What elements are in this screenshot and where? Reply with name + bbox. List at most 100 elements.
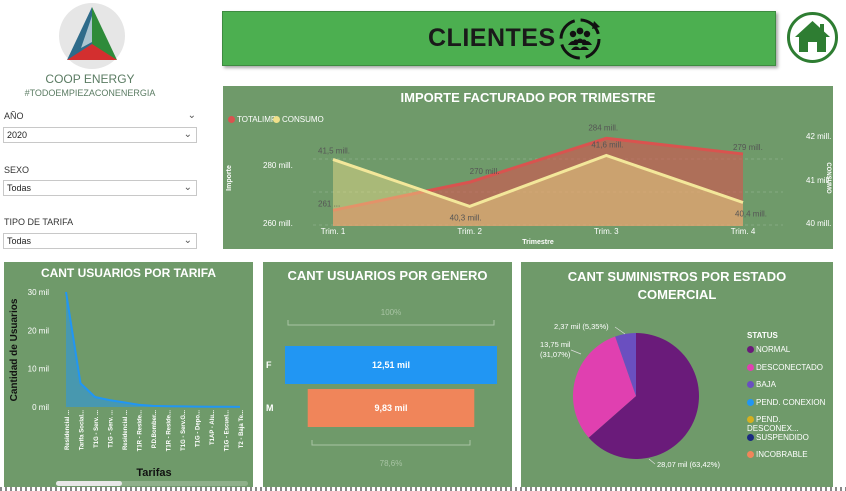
home-button[interactable]: [786, 11, 839, 64]
totalimp-data-label: 261 ...: [318, 199, 340, 208]
legend-label: DESCONECTADO: [756, 362, 823, 372]
x-tick-label: Trim. 4: [731, 227, 756, 236]
brand-name: COOP ENERGY: [45, 72, 135, 86]
tarifa-area: [66, 292, 240, 407]
legend-label: BAJA: [756, 380, 777, 389]
gender-category-label: F: [266, 360, 272, 370]
page-title: CLIENTES: [428, 24, 556, 52]
pie-leader-line: [570, 349, 582, 355]
home-icon: [787, 12, 838, 63]
x-tick-label: T1G - Serv. ...: [94, 410, 100, 448]
bottom-divider: [0, 487, 846, 491]
status-legend-item[interactable]: SUSPENDIDO: [747, 433, 809, 442]
gender-bar-label: 9,83 mil: [374, 403, 407, 413]
filter-sex-label: SEXO: [4, 165, 30, 175]
pie-leader-line: [648, 458, 656, 465]
y-right-label: CONSUMO: [825, 162, 831, 194]
legend-dot: [747, 363, 754, 371]
pie-leader-line: [614, 326, 626, 335]
legend-dot: [747, 433, 754, 441]
genero-title: CANT USUARIOS POR GENERO: [287, 268, 488, 283]
legend-dot: [747, 381, 754, 388]
x-tick-label: Trim. 2: [457, 227, 482, 236]
y-tick-label: 0 mil: [32, 403, 49, 412]
totalimp-data-label: 279 mill.: [733, 143, 763, 152]
page-header: CLIENTES: [222, 11, 776, 66]
pie-slice: [573, 336, 636, 438]
bottom-bracket: [311, 440, 471, 446]
x-tick-label: T1AP - Alu...: [210, 410, 216, 445]
y-left-label: Importe: [226, 165, 233, 191]
filter-year-select[interactable]: 2020 ⌄: [3, 127, 197, 143]
group-icon: [556, 15, 604, 63]
legend-totalimp[interactable]: TOTALIMP: [228, 115, 276, 124]
status-legend-item[interactable]: INCOBRABLE: [747, 450, 808, 459]
consumo-data-label: 40,4 mill.: [735, 210, 767, 219]
tarifa-panel: CANT USUARIOS POR TARIFA 30 mil 20 mil 10 …: [4, 262, 253, 487]
x-tick-label: T1G - Serv.G...: [181, 410, 187, 451]
estado-title: CANT SUMINISTROS POR ESTADO COMERCIAL: [567, 269, 787, 302]
consumo-area: [333, 155, 743, 226]
status-legend-item[interactable]: BAJA: [747, 380, 776, 389]
pie-label-normal: 28,07 mil (63,42%): [657, 460, 720, 469]
x-axis-label: Tarifas: [136, 467, 171, 479]
pie-slice: [615, 333, 636, 396]
top-bracket: [287, 320, 495, 326]
y-tick-label: 10 mil: [28, 365, 50, 374]
y-tick-label: 30 mil: [28, 288, 50, 297]
totalimp-data-label: 284 mill.: [588, 123, 618, 132]
status-legend-item[interactable]: NORMAL: [747, 345, 790, 354]
horizontal-scrollbar[interactable]: [56, 481, 248, 486]
x-axis-label: Trimestre: [522, 239, 554, 246]
y-right-tick: 42 mill.: [806, 132, 831, 141]
x-tick-label: T1G - Serv. ...: [109, 410, 115, 448]
filter-year-label: AÑO ⌄: [4, 110, 196, 121]
filter-tariff-select[interactable]: Todas ⌄: [3, 233, 197, 249]
x-tick-label: Trim. 1: [321, 227, 346, 236]
legend-consumo[interactable]: CONSUMO: [273, 115, 324, 124]
status-legend-item[interactable]: PEND. DESCONEX...: [747, 415, 833, 433]
pie-label-desconectado-pct: (31,07%): [540, 350, 571, 359]
estado-chart: 28,07 mil (63,42%) 13,75 mil(31,07%) 2,37 …: [540, 322, 720, 469]
brand-hashtag: #TODOEMPIEZACONENERGIA: [24, 88, 156, 98]
importe-panel: IMPORTE FACTURADO POR TRIMESTRE TOTALIMP…: [223, 86, 833, 249]
x-tick-label: Tarifa Social...: [80, 410, 86, 451]
genero-panel: CANT USUARIOS POR GENERO 100% 78,6% 12,51 …: [263, 262, 512, 487]
consumo-line: [332, 153, 744, 209]
consumo-data-label: 41,5 mill.: [318, 146, 350, 155]
y-left-tick: 280 mill.: [263, 161, 293, 170]
legend-dot: [747, 451, 754, 458]
legend-label: SUSPENDIDO: [756, 432, 809, 442]
x-tick-label: T1G - Escuel...: [225, 410, 231, 452]
y-axis-label: Cantidad de Usuarios: [9, 298, 20, 401]
y-right-tick: 40 mill.: [806, 219, 831, 228]
x-tick-label: Residencial ...: [123, 410, 129, 450]
chevron-down-icon[interactable]: ⌄: [187, 110, 196, 121]
legend-label: PEND. DESCONEX...: [747, 415, 799, 433]
scrollbar-thumb[interactable]: [56, 481, 122, 486]
tarifa-line: [65, 291, 241, 408]
legend-label: INCOBRABLE: [756, 450, 808, 459]
legend-dot: [747, 398, 754, 406]
pie-label-desconectado: 13,75 mil: [540, 340, 571, 349]
consumo-data-label: 40,3 mill.: [450, 213, 482, 222]
importe-title: IMPORTE FACTURADO POR TRIMESTRE: [400, 90, 656, 105]
pie-label-baja: 2,37 mil (5,35%): [554, 322, 609, 331]
gender-category-label: M: [266, 403, 274, 413]
status-legend-item[interactable]: DESCONECTADO: [747, 363, 823, 372]
estado-panel: CANT SUMINISTROS POR ESTADO COMERCIAL 28…: [521, 262, 833, 487]
filter-tariff-label: TIPO DE TARIFA: [4, 217, 74, 227]
status-legend-item[interactable]: PEND. CONEXION: [747, 398, 825, 407]
pie-slice: [588, 333, 699, 459]
genero-chart: 100% 78,6% 12,51 mil F 9,83 mil M: [266, 308, 497, 468]
legend-label: NORMAL: [756, 345, 791, 354]
legend-label: PEND. CONEXION: [756, 397, 826, 407]
filter-sex-select[interactable]: Todas ⌄: [3, 180, 197, 196]
bottom-percent: 78,6%: [380, 459, 403, 468]
x-tick-label: T1G - Depo...: [196, 410, 202, 447]
totalimp-data-label: 270 mill.: [470, 167, 500, 176]
status-legend-title: STATUS: [747, 331, 778, 340]
tarifa-title: CANT USUARIOS POR TARIFA: [40, 266, 217, 280]
gender-bar: [285, 346, 497, 384]
brand-logo: [55, 2, 130, 70]
